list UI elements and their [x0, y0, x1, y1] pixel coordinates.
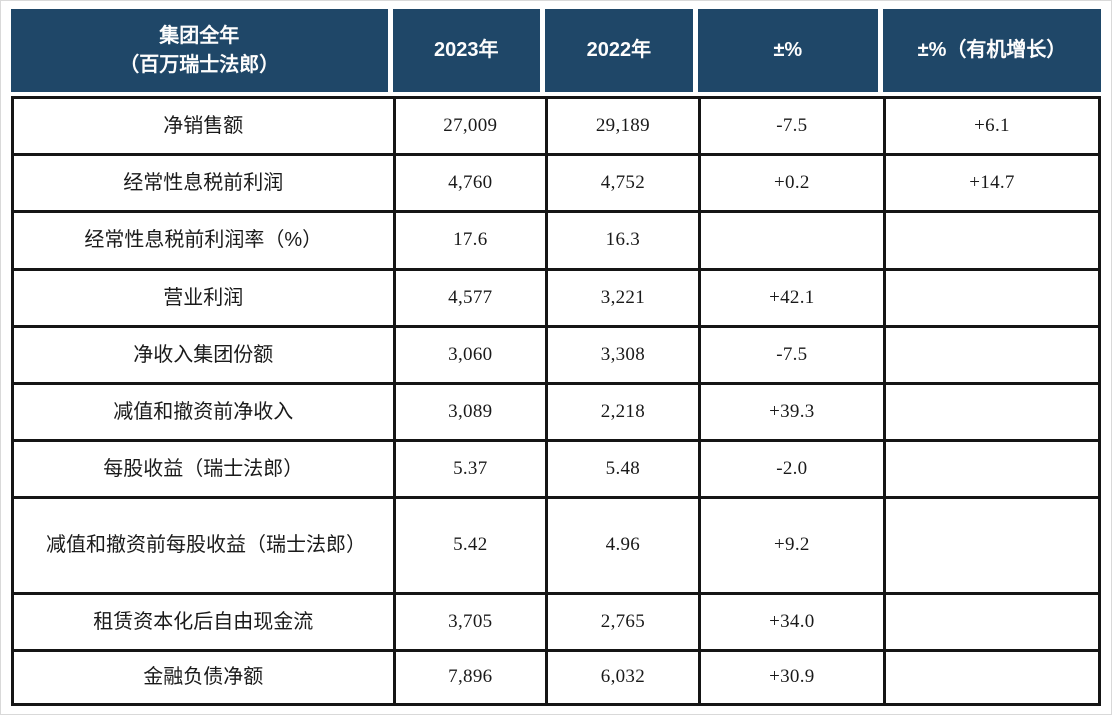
- row-label-cell: 金融负债净额: [11, 648, 393, 706]
- table-row-eps: 每股收益（瑞士法郎） 5.37 5.48 -2.0: [11, 439, 1101, 497]
- row-label-cell: 减值和撤资前每股收益（瑞士法郎）: [11, 496, 393, 592]
- organic-pct-cell: +6.1: [882, 96, 1101, 154]
- header-cell-2022: 2022年: [545, 9, 698, 96]
- row-label-cell: 经常性息税前利润: [11, 153, 393, 211]
- value-2023-cell: 27,009: [392, 96, 546, 154]
- value-2022-cell: 6,032: [545, 648, 698, 706]
- table-row-net-income-group-share: 净收入集团份额 3,060 3,308 -7.5: [11, 324, 1101, 382]
- row-label-cell: 每股收益（瑞士法郎）: [11, 439, 393, 497]
- change-pct-cell: +39.3: [697, 381, 883, 440]
- value-2023-cell: 5.37: [392, 439, 546, 497]
- organic-pct-cell: [882, 267, 1101, 325]
- table-row-net-income-before-impairment: 减值和撤资前净收入 3,089 2,218 +39.3: [11, 381, 1101, 440]
- organic-pct-cell: [882, 210, 1101, 268]
- header-cell-organic-change: ±%（有机增长）: [882, 9, 1101, 96]
- change-pct-cell: -7.5: [697, 96, 883, 154]
- change-pct-cell: [697, 210, 883, 268]
- row-label-cell: 净收入集团份额: [11, 324, 393, 382]
- row-label-cell: 营业利润: [11, 267, 393, 325]
- value-2023-cell: 3,089: [392, 381, 546, 440]
- value-2023-cell: 5.42: [392, 496, 546, 592]
- value-2023-cell: 3,060: [392, 324, 546, 382]
- value-2022-cell: 29,189: [545, 96, 698, 154]
- table-row-recurring-ebit-margin: 经常性息税前利润率（%） 17.6 16.3: [11, 210, 1101, 268]
- results-table: 集团全年 （百万瑞士法郎） 2023年 2022年 ±% ±%（有机增长） 净销…: [11, 9, 1101, 706]
- value-2023-cell: 17.6: [392, 210, 546, 268]
- organic-pct-cell: [882, 648, 1101, 706]
- change-pct-cell: +0.2: [697, 153, 883, 211]
- value-2023-cell: 4,577: [392, 267, 546, 325]
- value-2022-cell: 5.48: [545, 439, 698, 497]
- table-row-net-sales: 净销售额 27,009 29,189 -7.5 +6.1: [11, 96, 1101, 154]
- value-2022-cell: 4.96: [545, 496, 698, 592]
- value-2022-cell: 4,752: [545, 153, 698, 211]
- value-2023-cell: 3,705: [392, 591, 546, 649]
- table-header-row: 集团全年 （百万瑞士法郎） 2023年 2022年 ±% ±%（有机增长）: [11, 9, 1101, 96]
- change-pct-cell: +34.0: [697, 591, 883, 649]
- value-2022-cell: 3,221: [545, 267, 698, 325]
- change-pct-cell: +9.2: [697, 496, 883, 592]
- header-cell-2023: 2023年: [392, 9, 546, 96]
- row-label-cell: 减值和撤资前净收入: [11, 381, 393, 440]
- organic-pct-cell: +14.7: [882, 153, 1101, 211]
- change-pct-cell: -2.0: [697, 439, 883, 497]
- organic-pct-cell: [882, 381, 1101, 440]
- row-label-cell: 净销售额: [11, 96, 393, 154]
- table-row-operating-profit: 营业利润 4,577 3,221 +42.1: [11, 267, 1101, 325]
- value-2023-cell: 7,896: [392, 648, 546, 706]
- value-2023-cell: 4,760: [392, 153, 546, 211]
- table-row-free-cash-flow: 租赁资本化后自由现金流 3,705 2,765 +34.0: [11, 591, 1101, 649]
- row-label-cell: 经常性息税前利润率（%）: [11, 210, 393, 268]
- organic-pct-cell: [882, 439, 1101, 497]
- header-cell-group-title: 集团全年 （百万瑞士法郎）: [11, 9, 393, 96]
- change-pct-cell: +30.9: [697, 648, 883, 706]
- value-2022-cell: 2,765: [545, 591, 698, 649]
- change-pct-cell: -7.5: [697, 324, 883, 382]
- table-row-net-financial-debt: 金融负债净额 7,896 6,032 +30.9: [11, 648, 1101, 706]
- change-pct-cell: +42.1: [697, 267, 883, 325]
- value-2022-cell: 3,308: [545, 324, 698, 382]
- table-row-recurring-ebit: 经常性息税前利润 4,760 4,752 +0.2 +14.7: [11, 153, 1101, 211]
- organic-pct-cell: [882, 324, 1101, 382]
- value-2022-cell: 16.3: [545, 210, 698, 268]
- organic-pct-cell: [882, 496, 1101, 592]
- row-label-cell: 租赁资本化后自由现金流: [11, 591, 393, 649]
- value-2022-cell: 2,218: [545, 381, 698, 440]
- header-cell-change-pct: ±%: [697, 9, 883, 96]
- table-row-eps-before-impairment: 减值和撤资前每股收益（瑞士法郎） 5.42 4.96 +9.2: [11, 496, 1101, 592]
- organic-pct-cell: [882, 591, 1101, 649]
